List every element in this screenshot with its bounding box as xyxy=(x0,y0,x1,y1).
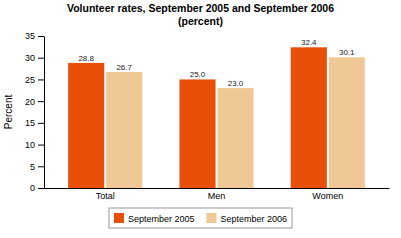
y-tick-label: 10 xyxy=(25,140,35,150)
x-tick-label: Total xyxy=(96,191,115,201)
y-tick: 25 xyxy=(25,75,44,85)
x-tick-label: Women xyxy=(312,191,343,201)
legend-item: September 2005 xyxy=(114,213,195,224)
y-tick-label: 20 xyxy=(25,97,35,107)
bar xyxy=(68,63,104,188)
y-tick-label: 0 xyxy=(30,183,35,193)
y-tick: 10 xyxy=(25,140,44,150)
x-tick: Women xyxy=(312,191,343,201)
bar xyxy=(179,79,215,188)
bar xyxy=(329,57,365,188)
y-tick-mark xyxy=(38,188,44,189)
x-axis-line xyxy=(45,188,390,189)
y-tick-mark xyxy=(38,79,44,80)
y-tick: 30 xyxy=(25,53,44,63)
y-tick-mark xyxy=(38,101,44,102)
legend-swatch xyxy=(207,213,217,223)
y-tick-mark xyxy=(38,166,44,167)
x-tick-label: Men xyxy=(208,191,226,201)
y-tick-label: 15 xyxy=(25,118,35,128)
y-tick-label: 5 xyxy=(30,162,35,172)
y-tick: 20 xyxy=(25,97,44,107)
y-tick-mark xyxy=(38,58,44,59)
plot: 28.8 25.0 32.4 26.7 23.0 30.1 0 5 10 15 20 25 30 35 To… xyxy=(25,31,390,201)
y-axis-title: Percent xyxy=(3,95,14,130)
data-label: 26.7 xyxy=(116,63,132,72)
legend-label: September 2005 xyxy=(128,214,195,224)
y-axis-line xyxy=(44,37,45,189)
y-tick-mark xyxy=(38,145,44,146)
chart: Volunteer rates, September 2005 and Sept… xyxy=(0,0,401,238)
y-tick: 5 xyxy=(30,162,44,172)
y-tick-mark xyxy=(38,36,44,37)
y-tick-label: 30 xyxy=(25,53,35,63)
data-label: 32.4 xyxy=(301,38,317,47)
bars xyxy=(68,47,365,188)
x-tick: Men xyxy=(208,191,226,201)
y-axis: 0 5 10 15 20 25 30 35 xyxy=(25,31,45,193)
bar xyxy=(291,47,327,188)
legend-item: September 2006 xyxy=(207,213,288,224)
y-tick: 15 xyxy=(25,118,44,128)
legend: September 2005 September 2006 xyxy=(109,208,292,228)
y-tick-label: 35 xyxy=(25,31,35,41)
legend-label: September 2006 xyxy=(221,214,288,224)
title: Volunteer rates, September 2005 and Sept… xyxy=(67,2,334,14)
data-label: 25.0 xyxy=(190,70,206,79)
data-labels: 28.8 25.0 32.4 26.7 23.0 30.1 xyxy=(78,38,355,88)
bar xyxy=(217,88,253,188)
y-tick: 35 xyxy=(25,31,44,41)
data-label: 30.1 xyxy=(339,48,355,57)
y-tick-mark xyxy=(38,123,44,124)
legend-frame xyxy=(109,208,292,228)
x-axis: Total Men Women xyxy=(45,189,390,202)
legend-swatch xyxy=(114,213,124,223)
data-label: 23.0 xyxy=(228,79,244,88)
data-label: 28.8 xyxy=(78,54,94,63)
y-tick-label: 25 xyxy=(25,75,35,85)
subtitle: (percent) xyxy=(178,15,223,27)
y-tick: 0 xyxy=(30,183,44,193)
bar xyxy=(106,72,142,188)
x-tick: Total xyxy=(96,191,115,201)
